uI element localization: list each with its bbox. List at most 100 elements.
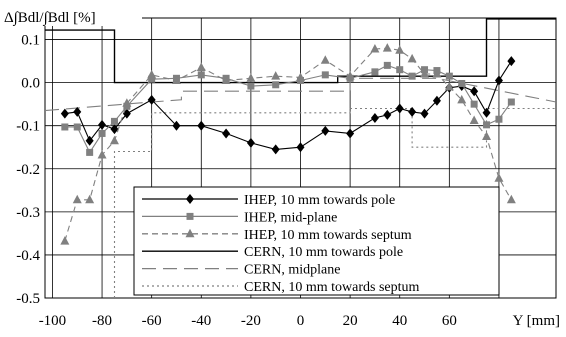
data-point [345, 71, 355, 80]
x-tick-label: -20 [241, 313, 261, 329]
data-point [97, 149, 107, 159]
y-tick-label: 0.1 [21, 33, 40, 49]
data-point [110, 124, 119, 135]
data-point [72, 194, 82, 204]
series-line [64, 64, 512, 154]
data-point [444, 81, 454, 91]
data-point [395, 45, 405, 54]
data-point [272, 81, 280, 89]
data-point [482, 131, 492, 140]
y-tick-label: -0.2 [16, 162, 40, 178]
legend-label: CERN, midplane [244, 263, 340, 278]
series-5 [113, 107, 556, 298]
data-point [445, 72, 453, 80]
data-point [470, 86, 479, 97]
series-3 [45, 18, 556, 84]
data-point [296, 72, 305, 81]
data-point [247, 82, 255, 90]
data-point [271, 71, 281, 80]
data-point [506, 194, 516, 204]
data-point [420, 108, 429, 119]
series-0 [60, 56, 516, 155]
legend-label: IHEP, 10 mm towards septum [244, 228, 412, 243]
series-line [113, 107, 556, 298]
data-point [109, 135, 119, 145]
data-point [61, 123, 69, 131]
y-axis-label-bg [2, 8, 142, 26]
y-tick-label: -0.4 [16, 248, 40, 264]
data-point [408, 106, 417, 117]
legend-label: IHEP, mid-plane [244, 210, 337, 225]
data-point [186, 212, 194, 220]
data-point [122, 98, 132, 107]
data-point [432, 69, 442, 78]
data-point [382, 43, 392, 52]
legend-label: CERN, 10 mm towards pole [244, 245, 403, 260]
data-point [85, 135, 94, 146]
data-point [396, 66, 404, 74]
data-point [371, 68, 379, 76]
data-point [321, 71, 329, 79]
data-point [483, 121, 491, 129]
data-point [346, 128, 355, 139]
y-tick-label: -0.5 [16, 291, 40, 307]
data-point [246, 73, 256, 82]
data-point [458, 79, 466, 87]
data-point [370, 112, 379, 123]
data-point [60, 108, 69, 119]
data-point [185, 228, 195, 238]
y-axis-label: Δ∫Bdl/∫Bdl [%] [4, 10, 96, 26]
x-tick-label: -40 [191, 313, 211, 329]
series-1 [61, 61, 515, 156]
data-point [73, 106, 82, 117]
data-point [494, 75, 503, 86]
legend: IHEP, 10 mm towards pole IHEP, mid-plane I… [133, 186, 500, 296]
data-point [320, 55, 330, 64]
series-line [44, 77, 557, 112]
x-tick-label: 40 [392, 313, 407, 329]
data-point [86, 148, 94, 156]
data-point [171, 75, 181, 84]
data-point [470, 100, 478, 108]
data-point [197, 71, 205, 79]
data-point [407, 53, 417, 63]
x-tick-label: -100 [39, 313, 67, 329]
data-point [370, 44, 380, 53]
data-point [420, 69, 430, 78]
series-layer [44, 18, 557, 298]
data-point [469, 115, 479, 125]
data-point [196, 62, 206, 72]
y-tick-label: -0.3 [16, 205, 40, 221]
series-2 [60, 43, 516, 245]
legend-box [133, 186, 500, 296]
data-point [494, 173, 504, 182]
data-point [222, 128, 231, 139]
data-point [148, 75, 156, 83]
tick-labels: -100 -80 -60 -40 -20 0 20 40 60 0.1 0.0 -0.1 -0.2 -0.… [16, 33, 457, 329]
data-point [85, 194, 95, 204]
data-point [395, 103, 404, 114]
data-point [383, 61, 391, 69]
data-point [172, 120, 181, 131]
data-point [60, 236, 70, 245]
data-point [271, 144, 280, 155]
series-4 [44, 77, 557, 112]
data-point [457, 94, 467, 104]
x-tick-label: 60 [442, 313, 457, 329]
data-point [507, 56, 516, 67]
legend-label: IHEP, 10 mm towards pole [244, 193, 395, 208]
y-tick-label: 0.0 [21, 76, 40, 92]
data-point [408, 72, 416, 80]
legend-label: CERN, 10 mm towards septum [244, 280, 419, 295]
data-point [432, 95, 441, 106]
x-axis-label: Y [mm] [513, 313, 560, 329]
plot-frame [44, 17, 557, 299]
data-point [495, 115, 503, 123]
data-point [73, 123, 81, 131]
data-point [186, 194, 194, 204]
data-point [482, 107, 491, 118]
x-tick-label: 20 [343, 313, 358, 329]
data-point [296, 142, 305, 153]
x-tick-label: 0 [297, 313, 305, 329]
